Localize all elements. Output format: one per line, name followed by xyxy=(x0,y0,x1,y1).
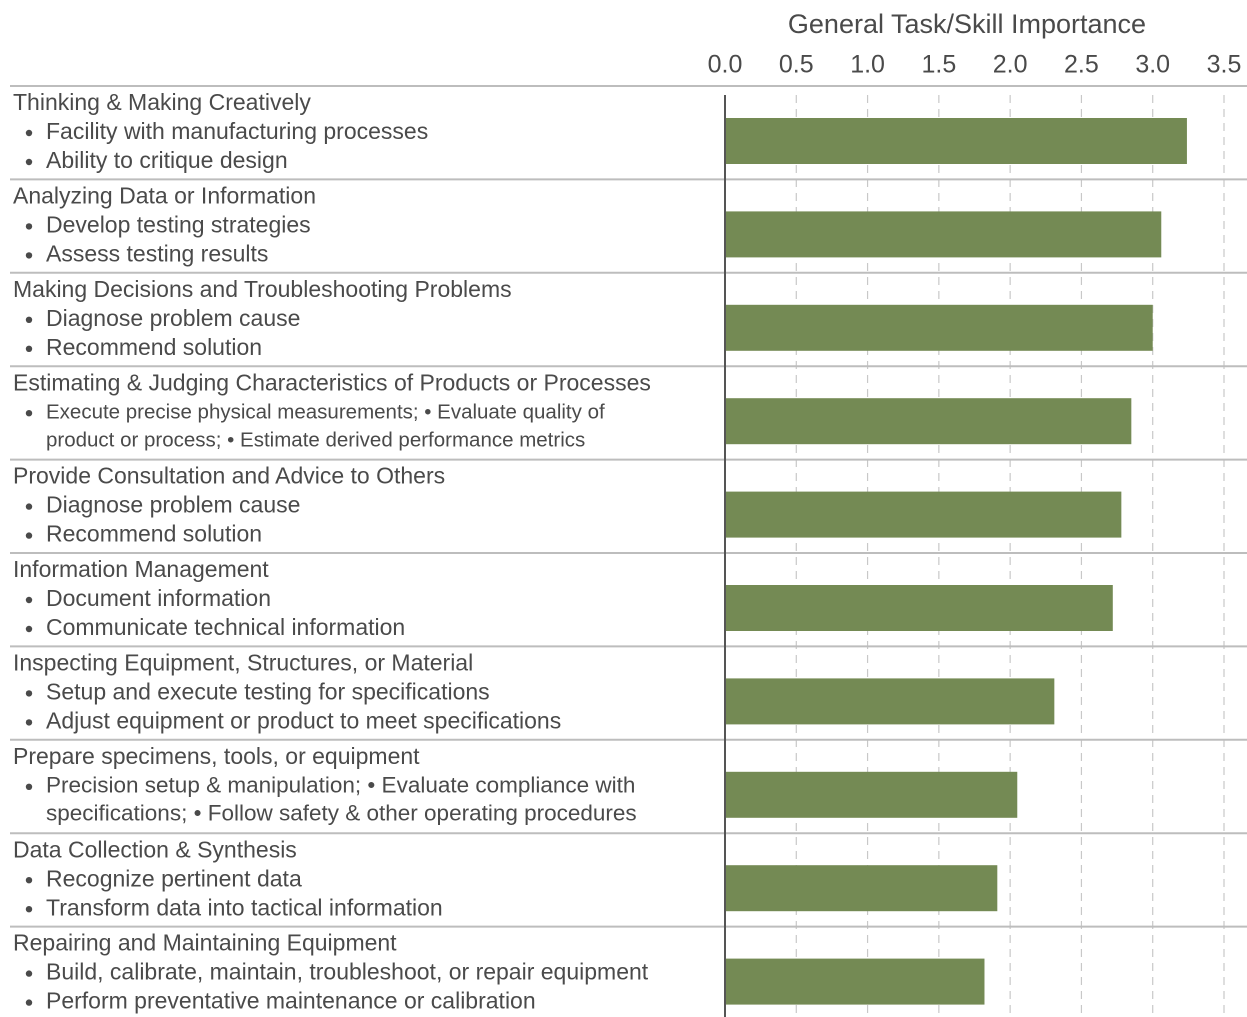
bullet xyxy=(25,625,33,633)
detail-label: Recommend solution xyxy=(46,334,262,360)
x-tick-label: 3.0 xyxy=(1135,51,1170,79)
detail-label: Recognize pertinent data xyxy=(46,865,302,891)
detail-label: Ability to critique design xyxy=(46,147,288,173)
detail-label: Diagnose problem cause xyxy=(46,305,300,331)
bullet xyxy=(25,596,33,604)
x-tick-label: 1.5 xyxy=(921,51,956,79)
bullet xyxy=(25,877,33,884)
bar xyxy=(725,304,1153,351)
bar xyxy=(725,491,1122,538)
bar xyxy=(725,211,1162,258)
detail-label: Perform preventative maintenance or cali… xyxy=(46,988,536,1014)
bullet xyxy=(25,223,33,230)
detail-label: Recommend solution xyxy=(46,521,262,547)
detail-label: Precision setup & manipulation; • Evalua… xyxy=(46,773,635,798)
bar xyxy=(725,958,985,1005)
axis-title: General Task/Skill Importance xyxy=(788,9,1146,39)
detail-label: Transform data into tactical information xyxy=(46,894,443,920)
category-label: Provide Consultation and Advice to Other… xyxy=(13,463,445,489)
category-label: Thinking & Making Creatively xyxy=(13,89,311,115)
bullet xyxy=(25,345,33,352)
bar xyxy=(725,865,998,912)
bullet xyxy=(25,999,33,1006)
bullet xyxy=(25,719,33,726)
detail-label: product or process; • Estimate derived p… xyxy=(46,429,585,452)
detail-label: Setup and execute testing for specificat… xyxy=(46,678,490,704)
detail-label: Adjust equipment or product to meet spec… xyxy=(46,707,561,733)
detail-label: specifications; • Follow safety & other … xyxy=(46,801,637,826)
category-label: Analyzing Data or Information xyxy=(13,182,316,208)
category-label: Prepare specimens, tools, or equipment xyxy=(13,743,420,769)
bullet xyxy=(25,906,33,913)
category-label: Data Collection & Synthesis xyxy=(13,836,297,862)
bullet xyxy=(25,532,33,539)
category-label: Inspecting Equipment, Structures, or Mat… xyxy=(13,649,473,675)
category-label: Repairing and Maintaining Equipment xyxy=(13,930,397,956)
detail-label: Build, calibrate, maintain, troubleshoot… xyxy=(46,959,649,985)
bullet xyxy=(25,129,33,137)
x-tick-label: 0.5 xyxy=(779,51,814,79)
bar xyxy=(725,118,1187,164)
detail-label: Facility with manufacturing processes xyxy=(46,118,428,144)
detail-label: Develop testing strategies xyxy=(46,211,311,237)
bullet xyxy=(25,158,33,166)
bar xyxy=(725,771,1018,818)
x-tick-label: 2.5 xyxy=(1064,51,1099,79)
bullet xyxy=(25,690,33,697)
bar xyxy=(725,398,1132,445)
detail-label: Execute precise physical measurements; •… xyxy=(46,401,605,424)
bullet xyxy=(25,252,33,259)
x-tick-label: 2.0 xyxy=(993,51,1028,79)
bullet xyxy=(25,503,33,510)
detail-label: Assess testing results xyxy=(46,240,268,266)
category-label: Making Decisions and Troubleshooting Pro… xyxy=(13,276,512,302)
bar xyxy=(725,585,1113,631)
bar xyxy=(725,678,1055,725)
bullet xyxy=(25,970,33,977)
category-label: Information Management xyxy=(13,556,269,582)
bullet xyxy=(25,316,33,323)
detail-label: Diagnose problem cause xyxy=(46,492,300,518)
detail-label: Communicate technical information xyxy=(46,614,405,640)
x-tick-label: 0.0 xyxy=(708,51,743,79)
category-label: Estimating & Judging Characteristics of … xyxy=(13,369,651,395)
x-tick-label: 3.5 xyxy=(1207,51,1242,79)
detail-label: Document information xyxy=(46,585,271,611)
x-tick-label: 1.0 xyxy=(850,51,885,79)
bullet xyxy=(25,783,33,790)
bullet xyxy=(25,410,33,417)
